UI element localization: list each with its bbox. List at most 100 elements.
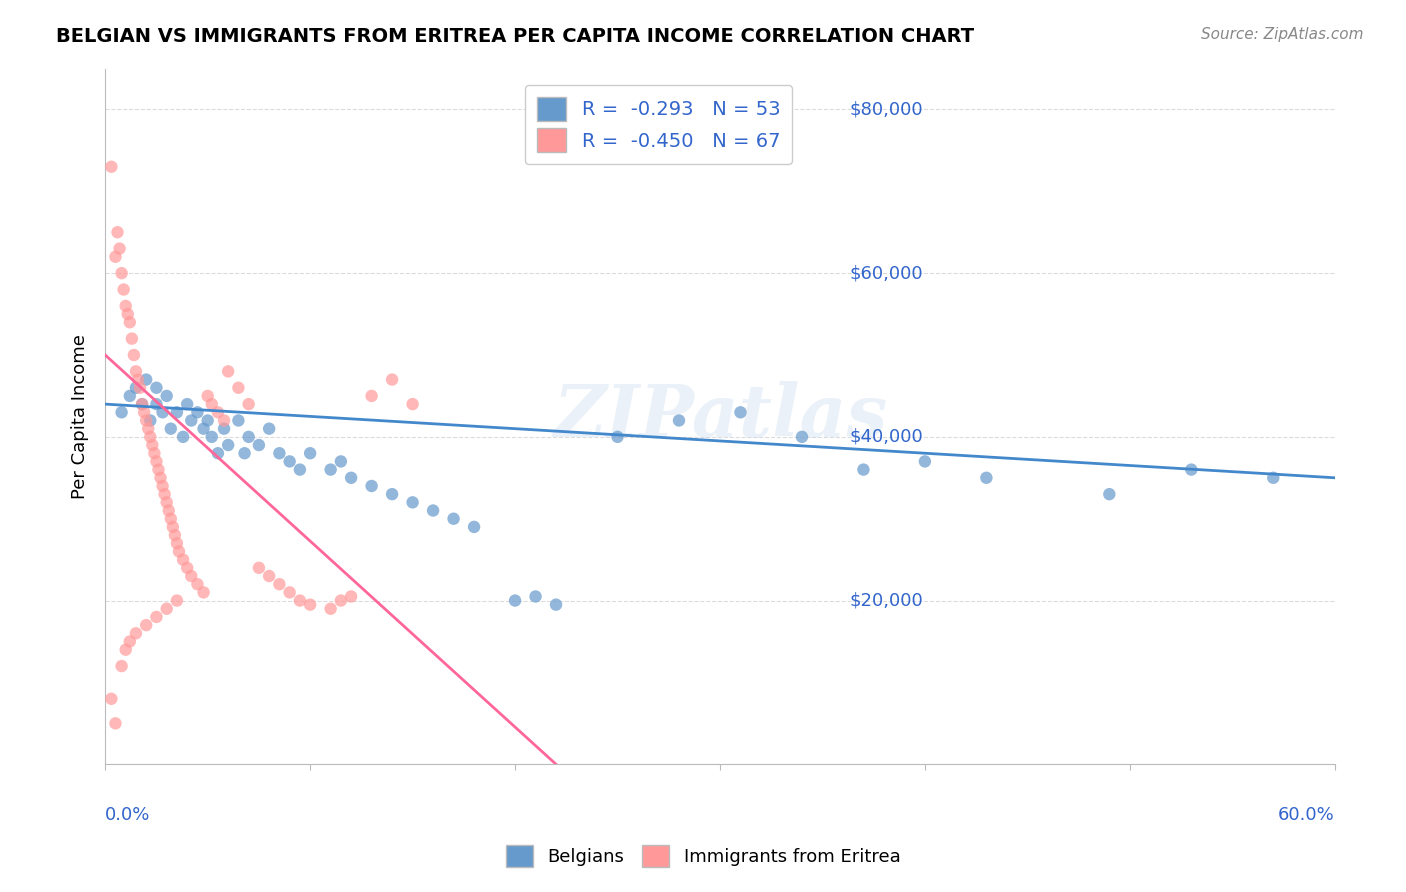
- Point: [852, 462, 875, 476]
- Y-axis label: Per Capita Income: Per Capita Income: [72, 334, 89, 499]
- Point: [212, 413, 235, 427]
- Point: [166, 405, 188, 419]
- Point: [288, 593, 311, 607]
- Point: [247, 438, 270, 452]
- Point: [129, 381, 152, 395]
- Point: [201, 430, 224, 444]
- Point: [1263, 471, 1285, 485]
- Point: [156, 389, 179, 403]
- Point: [141, 438, 163, 452]
- Point: [257, 422, 280, 436]
- Point: [104, 250, 127, 264]
- Point: [730, 405, 752, 419]
- Point: [166, 536, 188, 550]
- Point: [136, 422, 159, 436]
- Point: [193, 422, 215, 436]
- Point: [1180, 462, 1202, 476]
- Point: [503, 593, 526, 607]
- Point: [217, 438, 239, 452]
- Point: [125, 381, 148, 395]
- Point: [360, 389, 382, 403]
- Point: [139, 413, 162, 427]
- Point: [606, 430, 628, 444]
- Point: [524, 590, 547, 604]
- Point: [207, 446, 229, 460]
- Point: [148, 462, 170, 476]
- Point: [149, 471, 172, 485]
- Point: [186, 577, 208, 591]
- Point: [139, 430, 162, 444]
- Point: [156, 601, 179, 615]
- Point: [159, 512, 181, 526]
- Point: [108, 242, 131, 256]
- Point: [668, 413, 690, 427]
- Point: [176, 397, 198, 411]
- Point: [143, 446, 166, 460]
- Point: [329, 593, 352, 607]
- Point: [118, 389, 141, 403]
- Point: [110, 659, 132, 673]
- Point: [257, 569, 280, 583]
- Point: [193, 585, 215, 599]
- Point: [159, 422, 181, 436]
- Point: [114, 299, 136, 313]
- Point: [422, 503, 444, 517]
- Point: [1098, 487, 1121, 501]
- Point: [207, 405, 229, 419]
- Point: [340, 590, 363, 604]
- Point: [131, 397, 153, 411]
- Text: $60,000: $60,000: [849, 264, 922, 282]
- Point: [238, 430, 260, 444]
- Legend: Belgians, Immigrants from Eritrea: Belgians, Immigrants from Eritrea: [498, 838, 908, 874]
- Text: 60.0%: 60.0%: [1278, 806, 1334, 824]
- Point: [107, 225, 129, 239]
- Point: [118, 315, 141, 329]
- Point: [110, 266, 132, 280]
- Point: [299, 598, 322, 612]
- Point: [269, 577, 291, 591]
- Point: [127, 373, 149, 387]
- Point: [117, 307, 139, 321]
- Text: Source: ZipAtlas.com: Source: ZipAtlas.com: [1201, 27, 1364, 42]
- Point: [156, 495, 179, 509]
- Point: [134, 405, 156, 419]
- Point: [152, 405, 174, 419]
- Point: [131, 397, 153, 411]
- Legend: R =  -0.293   N = 53, R =  -0.450   N = 67: R = -0.293 N = 53, R = -0.450 N = 67: [526, 86, 792, 164]
- Point: [463, 520, 485, 534]
- Point: [319, 462, 342, 476]
- Point: [152, 479, 174, 493]
- Point: [233, 446, 256, 460]
- Point: [100, 691, 122, 706]
- Point: [186, 405, 208, 419]
- Point: [118, 634, 141, 648]
- Point: [145, 381, 167, 395]
- Point: [319, 601, 342, 615]
- Point: [238, 397, 260, 411]
- Point: [299, 446, 322, 460]
- Point: [247, 561, 270, 575]
- Text: $20,000: $20,000: [849, 591, 922, 609]
- Point: [381, 373, 404, 387]
- Text: $40,000: $40,000: [849, 428, 922, 446]
- Text: $80,000: $80,000: [849, 101, 922, 119]
- Point: [217, 364, 239, 378]
- Point: [790, 430, 813, 444]
- Point: [360, 479, 382, 493]
- Point: [145, 454, 167, 468]
- Point: [212, 422, 235, 436]
- Point: [381, 487, 404, 501]
- Point: [278, 585, 301, 599]
- Point: [110, 405, 132, 419]
- Point: [443, 512, 465, 526]
- Point: [167, 544, 190, 558]
- Point: [914, 454, 936, 468]
- Point: [145, 610, 167, 624]
- Point: [197, 389, 219, 403]
- Point: [401, 495, 423, 509]
- Text: ZIPatlas: ZIPatlas: [553, 381, 887, 452]
- Point: [166, 593, 188, 607]
- Point: [278, 454, 301, 468]
- Point: [125, 626, 148, 640]
- Text: BELGIAN VS IMMIGRANTS FROM ERITREA PER CAPITA INCOME CORRELATION CHART: BELGIAN VS IMMIGRANTS FROM ERITREA PER C…: [56, 27, 974, 45]
